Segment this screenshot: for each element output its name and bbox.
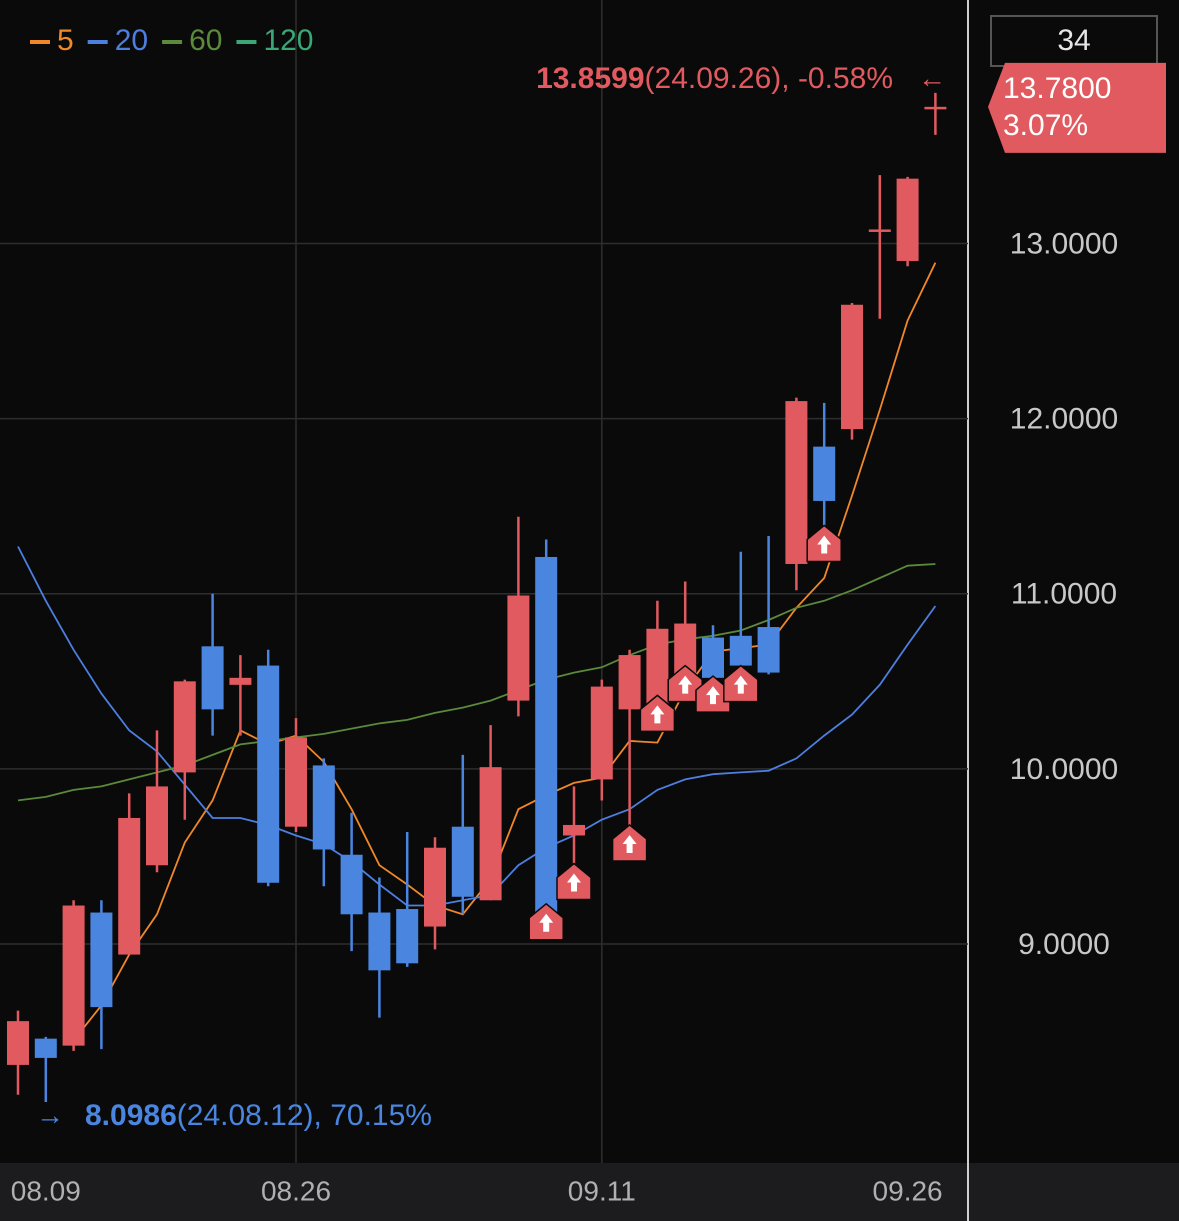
buy-signal-arrow [733, 675, 748, 694]
candle-body [479, 767, 502, 901]
high-annotation: 13.8599(24.09.26), -0.58% [536, 62, 893, 95]
candle-body [507, 595, 530, 701]
buy-signal-arrow [817, 535, 832, 554]
x-tick-label: 08.26 [261, 1175, 331, 1206]
candle-body [229, 677, 252, 685]
candle-body [146, 786, 168, 866]
low-arrow: → [36, 1099, 64, 1130]
candle-body [257, 665, 280, 883]
candle-body [674, 623, 697, 678]
y-tick-label: 12.0000 [1010, 403, 1118, 436]
last-price-box [988, 62, 1166, 153]
y-tick-label: 10.0000 [1010, 753, 1118, 786]
candle-body [563, 824, 585, 836]
high-note: (24.09.26), -0.58% [645, 62, 893, 95]
legend: 5 20 60 120 [30, 24, 314, 57]
candle-body [312, 765, 335, 850]
candle-body [173, 681, 196, 773]
candle-body [396, 909, 419, 964]
buy-signal-arrow [650, 705, 665, 724]
candle-body [118, 817, 141, 955]
candle-body [424, 847, 446, 927]
candle-body [590, 686, 613, 780]
y-tick-label: 9.0000 [1018, 928, 1110, 961]
x-axis-band [0, 1163, 1179, 1221]
candle-body [618, 655, 641, 710]
candle-body [813, 446, 836, 501]
candle-body [785, 401, 808, 564]
candle-body [285, 737, 307, 827]
candle-body [340, 854, 363, 915]
buy-signal-arrow [678, 675, 693, 694]
y-tick-label: 13.0000 [1010, 227, 1118, 260]
grid [0, 0, 968, 1163]
candle-body [7, 1021, 29, 1065]
high-value: 13.8599 [536, 62, 644, 95]
candle-body [201, 646, 224, 710]
candle-body [841, 304, 863, 430]
buy-signal-arrow [567, 873, 581, 892]
last-price: 13.7800 [1003, 72, 1111, 105]
candle-body [535, 556, 558, 918]
candle-body [702, 637, 724, 678]
candle-body [368, 912, 391, 971]
candle-body [896, 178, 919, 261]
buy-signal-arrow [706, 686, 720, 705]
candle-body [868, 229, 891, 232]
period-label[interactable]: 34 [1057, 24, 1090, 57]
buy-signal-arrow [622, 834, 637, 853]
candle-body [924, 106, 947, 110]
y-tick-label: 11.0000 [1011, 578, 1117, 611]
candle-body [90, 912, 113, 1008]
buy-signal-arrow [539, 913, 554, 932]
ma-line [72, 262, 937, 1041]
candle-body [62, 905, 85, 1046]
candle-body [729, 635, 752, 666]
ma-line [17, 563, 936, 802]
candle-body [451, 826, 474, 897]
legend-label[interactable]: 120 [263, 24, 313, 57]
legend-label[interactable]: 60 [189, 24, 222, 57]
legend-label[interactable]: 5 [57, 24, 74, 57]
x-tick-label: 09.11 [568, 1175, 636, 1206]
low-note: (24.08.12), 70.15% [177, 1099, 432, 1132]
legend-label[interactable]: 20 [115, 24, 148, 57]
last-change: 3.07% [1003, 109, 1088, 142]
high-arrow: ← [918, 62, 946, 93]
x-tick-label: 09.26 [873, 1175, 943, 1206]
x-tick-label: 08.09 [11, 1175, 81, 1206]
candle-body [646, 628, 669, 708]
plot [7, 92, 947, 1102]
low-value: 8.0986 [85, 1099, 177, 1132]
low-annotation: 8.0986(24.08.12), 70.15% [85, 1099, 432, 1132]
candle-body [757, 627, 780, 673]
candle-body [34, 1038, 57, 1058]
